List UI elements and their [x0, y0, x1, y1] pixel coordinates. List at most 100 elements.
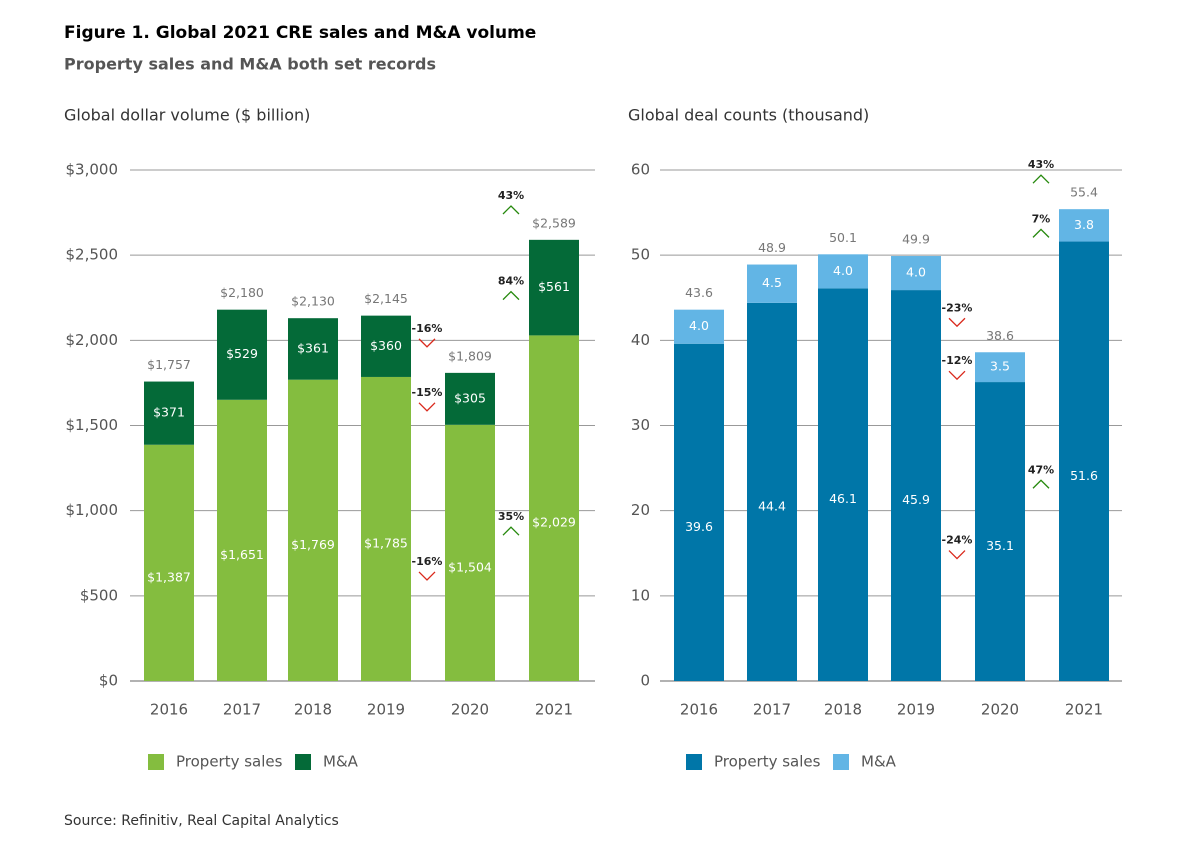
- bar-segment: [1059, 241, 1109, 682]
- segment-label: 3.5: [990, 359, 1010, 374]
- x-tick-label: 2017: [223, 701, 261, 719]
- bar-segment: [144, 444, 194, 681]
- x-tick-label: 2020: [981, 701, 1019, 719]
- segment-label: $1,769: [291, 537, 335, 552]
- segment-label: 39.6: [685, 519, 713, 534]
- y-tick-label: $1,000: [66, 501, 119, 519]
- bar-segment: [747, 302, 797, 681]
- bar-segment: [217, 399, 267, 681]
- bar-segment: [891, 290, 941, 681]
- y-tick-label: 30: [631, 416, 650, 434]
- segment-label: 35.1: [986, 538, 1014, 553]
- y-tick-label: $2,000: [66, 331, 119, 349]
- legend-swatch: [295, 754, 311, 770]
- segment-label: 46.1: [829, 491, 857, 506]
- total-label: 50.1: [829, 230, 857, 245]
- segment-label: $1,785: [364, 535, 408, 550]
- segment-label: 45.9: [902, 492, 930, 507]
- x-tick-label: 2020: [451, 701, 489, 719]
- bar-segment: [891, 256, 941, 291]
- x-tick-label: 2016: [680, 701, 718, 719]
- bar-segment: [288, 318, 338, 380]
- bar-segment: [529, 239, 579, 336]
- bar-segment: [1059, 209, 1109, 242]
- segment-label: $371: [153, 405, 185, 420]
- y-tick-label: 0: [640, 672, 650, 690]
- legend-label: Property sales: [176, 753, 283, 771]
- y-tick-label: $2,500: [66, 246, 119, 264]
- x-tick-label: 2016: [150, 701, 188, 719]
- segment-label: $305: [454, 390, 486, 405]
- x-tick-label: 2018: [824, 701, 862, 719]
- x-tick-label: 2019: [897, 701, 935, 719]
- y-tick-label: 10: [631, 586, 650, 604]
- subtitle: Property sales and M&A both set records: [64, 55, 436, 74]
- segment-label: 4.0: [689, 318, 709, 333]
- segment-label: $529: [226, 346, 258, 361]
- segment-label: 51.6: [1070, 468, 1098, 483]
- total-label: 48.9: [758, 240, 786, 255]
- bar-segment: [144, 381, 194, 445]
- change-label: -23%: [942, 301, 973, 314]
- y-tick-label: 40: [631, 331, 650, 349]
- change-label: 35%: [498, 510, 524, 523]
- legend-swatch: [148, 754, 164, 770]
- bar-segment: [529, 335, 579, 681]
- total-label: $2,130: [291, 294, 335, 309]
- bar-segment: [674, 343, 724, 681]
- segment-label: 4.0: [906, 265, 926, 280]
- legend-swatch: [833, 754, 849, 770]
- bar-segment: [975, 382, 1025, 681]
- y-tick-label: 20: [631, 501, 650, 519]
- bar-segment: [818, 254, 868, 289]
- y-tick-label: $500: [80, 586, 118, 604]
- legend-label: M&A: [861, 753, 897, 771]
- bar-segment: [288, 379, 338, 681]
- bar-segment: [361, 315, 411, 377]
- bar-segment: [747, 264, 797, 303]
- segment-label: $1,387: [147, 569, 191, 584]
- x-tick-label: 2017: [753, 701, 791, 719]
- change-label: -16%: [412, 322, 443, 335]
- y-tick-label: $3,000: [66, 161, 119, 179]
- change-arrow: [502, 205, 520, 215]
- change-arrow: [502, 290, 520, 301]
- change-arrow: [502, 526, 520, 536]
- bar-segment: [445, 424, 495, 681]
- change-label: 84%: [498, 275, 524, 288]
- total-label: $1,757: [147, 357, 191, 372]
- segment-label: 3.8: [1074, 217, 1094, 232]
- change-arrow: [948, 317, 966, 328]
- y-tick-label: $1,500: [66, 416, 119, 434]
- change-label: -16%: [412, 555, 443, 568]
- segment-label: $1,504: [448, 559, 492, 574]
- y-tick-label: $0: [99, 672, 118, 690]
- change-label: 43%: [1028, 158, 1054, 171]
- segment-label: 44.4: [758, 498, 786, 513]
- total-label: 55.4: [1070, 185, 1098, 200]
- change-arrow: [948, 370, 966, 381]
- bar-segment: [818, 288, 868, 681]
- change-label: 43%: [498, 189, 524, 202]
- change-arrow: [418, 402, 436, 412]
- total-label: 38.6: [986, 328, 1014, 343]
- segment-label: $561: [538, 279, 570, 294]
- change-arrow: [948, 550, 966, 560]
- segment-label: $2,029: [532, 515, 576, 530]
- change-arrow: [1032, 228, 1050, 238]
- x-tick-label: 2018: [294, 701, 332, 719]
- source: Source: Refinitiv, Real Capital Analytic…: [64, 813, 339, 829]
- bar-segment: [217, 309, 267, 400]
- change-arrow: [418, 571, 436, 581]
- legend-label: Property sales: [714, 753, 821, 771]
- bar-segment: [361, 376, 411, 681]
- change-arrow: [418, 338, 436, 348]
- bar-segment: [674, 309, 724, 344]
- y-tick-label: 60: [631, 161, 650, 179]
- change-arrow: [1032, 479, 1050, 489]
- legend-swatch: [686, 754, 702, 770]
- x-tick-label: 2019: [367, 701, 405, 719]
- x-tick-label: 2021: [535, 701, 573, 719]
- segment-label: $361: [297, 340, 329, 355]
